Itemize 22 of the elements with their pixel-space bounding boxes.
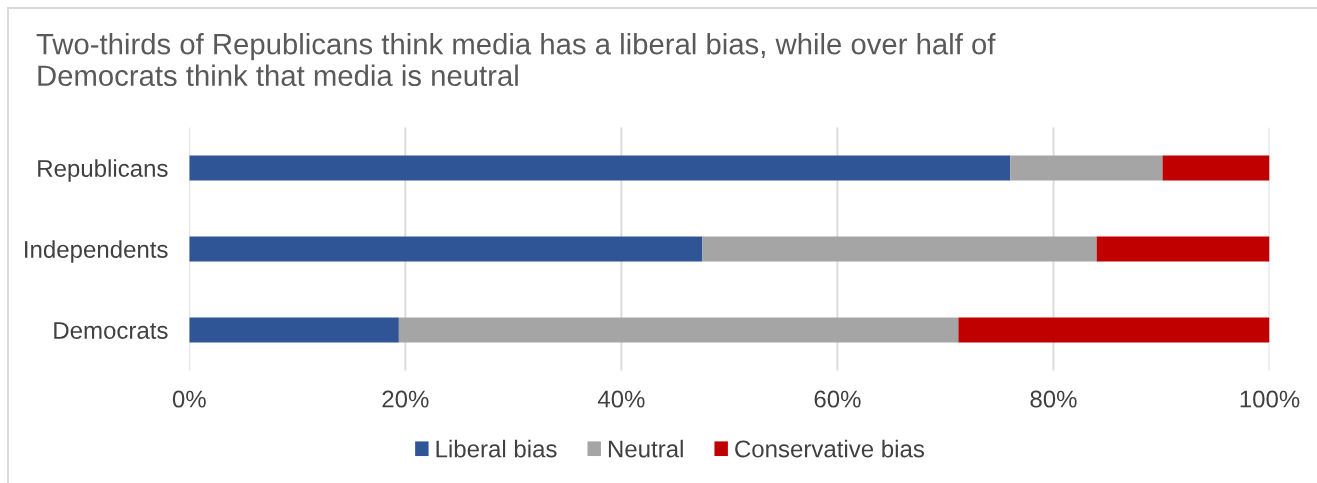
- bar: [189, 155, 1011, 181]
- legend-label: Liberal bias: [436, 439, 557, 458]
- x-tick-label: 0%: [172, 390, 206, 408]
- legend-label: Neutral: [608, 439, 683, 458]
- chart-title: Two-thirds of Republicans think media has a liberal bias, while over half of Democrats think that media is neutral: [36, 33, 996, 87]
- bar: [958, 317, 1270, 343]
- bar: [398, 317, 959, 343]
- x-tick-label: 60%: [814, 390, 861, 408]
- x-tick-label: 20%: [382, 390, 429, 408]
- y-tick-label: Republicans: [38, 159, 168, 182]
- bar: [1162, 155, 1270, 181]
- x-tick-label: 80%: [1030, 390, 1077, 408]
- x-tick-label: 40%: [597, 390, 645, 408]
- y-tick-label: Independents: [25, 240, 168, 263]
- bar: [189, 317, 399, 343]
- legend-label: Conservative bias: [735, 439, 925, 458]
- y-tick-label: Democrats: [54, 322, 168, 339]
- x-tick-label: 100%: [1240, 390, 1300, 408]
- bar: [1096, 236, 1270, 262]
- bar: [702, 236, 1097, 262]
- bar: [189, 236, 703, 262]
- bar: [1010, 155, 1163, 181]
